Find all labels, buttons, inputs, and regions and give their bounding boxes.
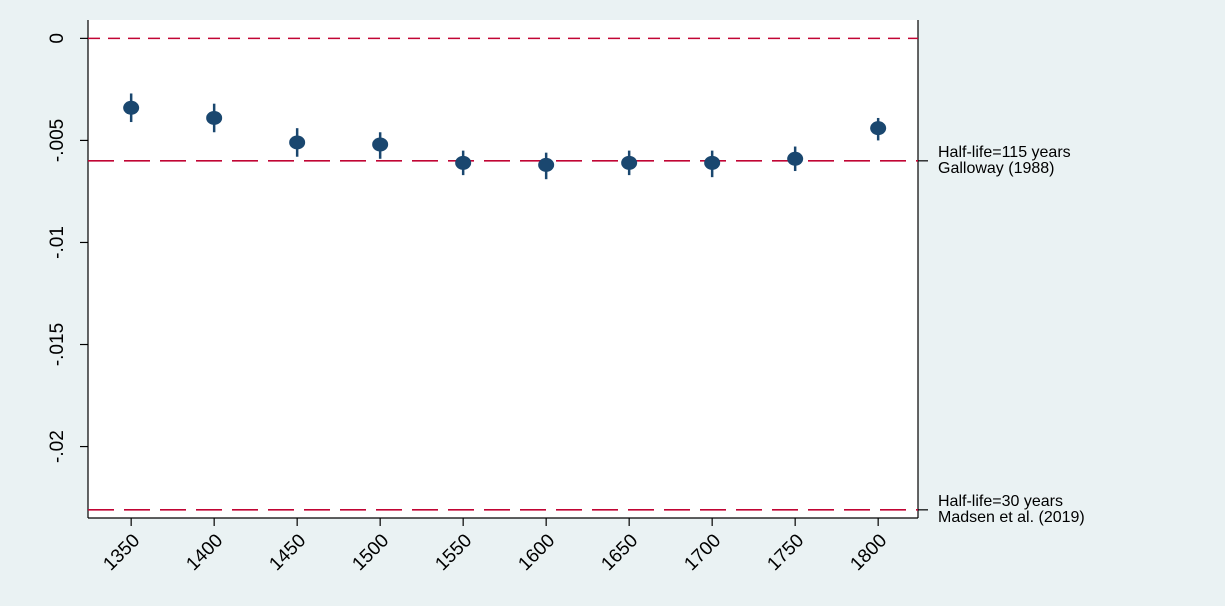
- point: [787, 151, 804, 166]
- point: [206, 110, 223, 125]
- point: [455, 155, 472, 170]
- point: [704, 155, 721, 170]
- y-tick-label: -.015: [47, 323, 68, 366]
- x-tick-label: 1400: [182, 530, 227, 575]
- x-tick-label: 1550: [431, 530, 476, 575]
- x-tick-label: 1600: [514, 530, 559, 575]
- y-tick-label: -.005: [47, 119, 68, 162]
- reference-label: Half-life=30 years: [938, 493, 1063, 510]
- plot-area: [88, 20, 918, 518]
- point: [372, 137, 389, 152]
- x-tick-label: 1450: [265, 530, 310, 575]
- point: [870, 121, 887, 136]
- x-tick-label: 1350: [99, 530, 144, 575]
- reference-label: Madsen et al. (2019): [938, 509, 1085, 526]
- x-tick-label: 1700: [680, 530, 725, 575]
- point: [289, 135, 306, 150]
- y-tick-label: -.02: [47, 430, 68, 463]
- reference-label: Galloway (1988): [938, 160, 1055, 177]
- point: [123, 100, 140, 115]
- x-tick-label: 1800: [846, 530, 891, 575]
- y-tick-label: -.01: [47, 226, 68, 259]
- point: [538, 157, 555, 172]
- point: [621, 155, 638, 170]
- x-tick-label: 1650: [597, 530, 642, 575]
- x-tick-label: 1500: [348, 530, 393, 575]
- x-tick-label: 1750: [763, 530, 808, 575]
- y-tick-label: 0: [47, 33, 68, 44]
- reference-label: Half-life=115 years: [938, 144, 1071, 161]
